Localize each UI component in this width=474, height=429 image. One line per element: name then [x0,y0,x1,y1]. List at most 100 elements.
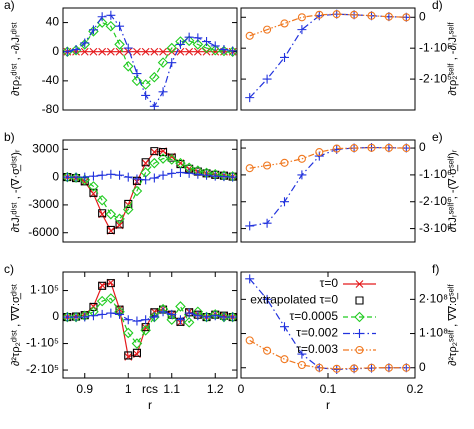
data-point [202,47,211,56]
x-tick-label: 1.2 [207,382,224,396]
data-point [106,279,115,288]
data-point [132,174,142,184]
y-axis-label: ∂²τρ₂ᵈⁱˢᵗ , ∇∇:σ̲ᵈⁱˢᵗ [10,283,22,366]
data-point [98,281,107,290]
data-point [193,311,203,321]
data-point [332,144,341,153]
data-point [131,75,143,87]
data-point [114,39,125,50]
data-point [149,157,160,169]
data-point [245,221,255,231]
y-tick-label: 0 [419,9,426,23]
data-point [167,58,177,68]
data-point [106,225,115,234]
data-point [350,144,359,153]
data-point [80,177,89,186]
data-point [106,169,116,179]
panel-label: c) [4,262,14,276]
data-point [201,42,212,54]
data-point [106,308,116,318]
data-point [115,170,125,180]
data-point [115,305,124,313]
data-point [98,281,107,290]
data-point [115,309,125,319]
data-point [192,39,204,50]
data-point [402,144,411,153]
data-point [124,199,133,209]
data-point [228,46,237,56]
data-point [280,197,289,207]
data-point [193,47,202,56]
data-point [209,44,221,56]
data-point [384,12,393,21]
data-point [105,208,117,220]
data-point [184,308,194,318]
y-tick-label: 2·10⁸ [419,292,448,306]
x-tick-label: rcs [142,382,158,396]
data-point [263,346,272,355]
data-point [140,325,151,336]
x-tick-label: 1.1 [163,382,180,396]
data-point [123,43,133,53]
data-point [122,204,134,215]
data-point [175,39,185,49]
legend-marker [354,311,365,323]
data-point [63,312,72,322]
y-tick-label: -1·10⁶ [419,167,452,181]
plot-frame [240,139,416,243]
legend-label: extrapolated τ=0 [250,293,338,307]
legend-marker [355,345,364,355]
data-point [88,311,98,321]
data-point [297,13,306,22]
data-point [157,153,169,164]
data-point [141,158,150,167]
x-tick-label: 0.1 [320,382,337,396]
x-tick-label: 0.9 [76,382,93,396]
plot-frame [62,271,238,379]
data-point [367,363,376,372]
legend-marker [355,296,364,305]
data-point [350,364,359,373]
y-tick-label: 3000 [32,141,59,155]
data-point [384,363,393,372]
legend-label: τ=0.002 [296,326,338,340]
data-point [315,10,324,19]
y-tick-label: -3·10⁶ [419,221,452,235]
data-point [202,312,212,322]
data-point [88,181,99,192]
data-point [150,307,159,316]
legend-marker [355,280,364,288]
series-line [249,147,407,169]
data-point [227,46,237,57]
data-point [132,176,141,185]
data-point [167,309,177,319]
data-point [184,32,194,42]
data-point [228,312,237,322]
y-axis-label: ∂τρ₂ᵈⁱˢᵗ , -∂ᵣJᵣᵈⁱˢᵗ [10,21,22,95]
data-point [185,47,194,56]
data-point [219,312,229,322]
data-point [280,19,289,28]
y-tick-label: -80 [42,102,60,116]
data-point [115,220,124,229]
plot-frame [240,7,416,111]
y-tick-label: -1·10⁵ [419,40,452,54]
data-point [106,47,115,56]
plot-frame [62,139,238,243]
data-point [262,74,272,84]
data-point [384,143,393,152]
plot-frame [240,271,416,379]
data-point [88,171,98,181]
data-point [210,311,220,321]
y-tick-label: 1·10⁸ [419,326,448,340]
data-point [315,148,324,157]
data-point [245,164,254,173]
y-tick-label: 40 [46,15,60,29]
data-point [150,47,159,56]
data-point [166,154,178,165]
y-tick-label: -3000 [28,197,59,211]
legend-marker [355,329,364,338]
data-point [114,213,125,225]
series-line [67,21,233,86]
